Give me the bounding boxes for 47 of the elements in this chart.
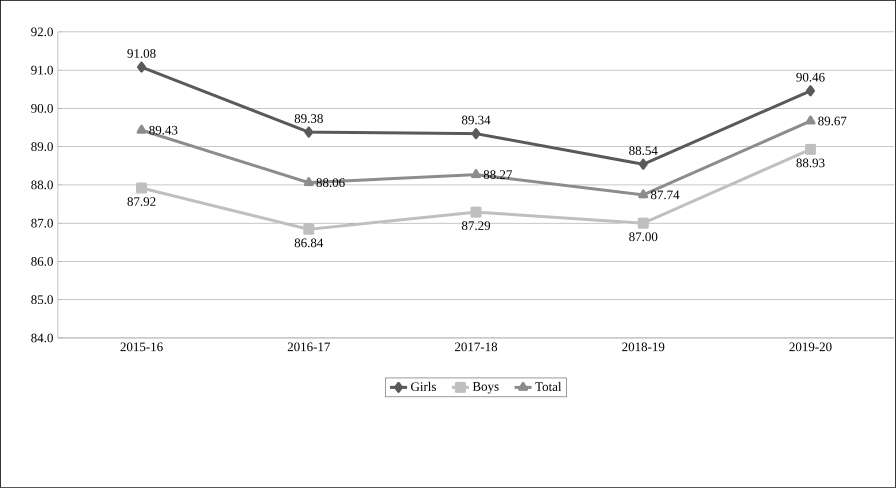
x-tick-label: 2018-19 <box>622 342 664 352</box>
data-label: 88.54 <box>629 146 658 156</box>
y-tick-label: 89.0 <box>31 142 53 152</box>
x-tick-label: 2019-20 <box>789 342 832 352</box>
data-label: 87.29 <box>462 221 490 230</box>
y-tick-label: 90.0 <box>31 104 53 113</box>
y-tick-label: 84.0 <box>31 334 53 342</box>
point <box>303 224 314 235</box>
y-tick-label: 85.0 <box>31 295 53 304</box>
point <box>304 126 314 138</box>
point <box>806 85 815 96</box>
point <box>471 169 481 178</box>
legend-label: Boys <box>472 382 499 394</box>
y-tick-label: 92.0 <box>31 28 53 36</box>
x-tick-label: 2016-17 <box>288 342 330 352</box>
point <box>638 218 649 229</box>
point <box>638 158 648 170</box>
point <box>136 124 147 134</box>
point <box>804 144 816 155</box>
point <box>472 128 481 140</box>
point <box>638 189 648 198</box>
data-label: 90.46 <box>796 72 825 82</box>
data-label: 89.38 <box>294 114 323 123</box>
point <box>304 177 314 186</box>
data-label: 89.67 <box>818 116 846 126</box>
x-tick-label: 2015-16 <box>120 342 163 352</box>
data-label: 88.93 <box>796 158 825 168</box>
data-label: 86.84 <box>294 238 324 248</box>
y-tick-label: 87.0 <box>31 218 53 228</box>
data-label: 88.06 <box>316 178 345 188</box>
point <box>806 116 816 125</box>
data-label: 88.27 <box>484 170 512 180</box>
data-label: 87.92 <box>127 197 156 206</box>
y-tick-label: 88.0 <box>31 180 53 190</box>
legend-label: Girls <box>411 382 436 392</box>
data-label: 87.74 <box>650 190 680 200</box>
point <box>136 182 148 194</box>
data-label: 87.00 <box>629 232 658 242</box>
data-label: 89.43 <box>149 126 178 135</box>
data-label: 89.34 <box>462 116 490 125</box>
x-tick-label: 2017-18 <box>454 342 498 352</box>
point <box>470 206 482 218</box>
legend-label: Total <box>535 382 562 392</box>
data-label: 91.08 <box>127 49 156 58</box>
point <box>137 62 146 73</box>
y-tick-label: 91.0 <box>31 66 53 75</box>
y-tick-label: 86.0 <box>31 257 53 266</box>
